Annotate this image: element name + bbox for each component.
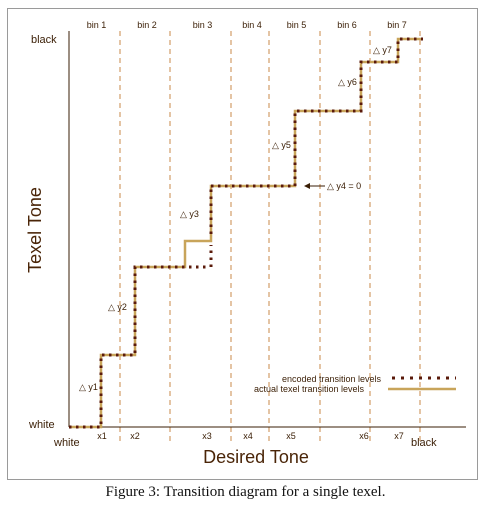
y-axis-title: Texel Tone [25, 187, 45, 273]
x-right-label: black [411, 437, 437, 449]
bin-label: bin 2 [137, 20, 157, 30]
delta-y1-label: △ y1 [79, 382, 98, 392]
y-bottom-label: white [28, 419, 55, 431]
bin-label: bin 4 [242, 20, 262, 30]
bin-label: bin 1 [87, 20, 107, 30]
legend-actual-label: actual texel transition levels [254, 384, 365, 394]
transition-diagram: bin 1 bin 2 bin 3 bin 4 bin 5 bin 6 bin 7 x1 x2… [25, 20, 466, 467]
delta-y6-label: △ y6 [338, 77, 357, 87]
encoded-transition-curve [69, 265, 208, 429]
delta-y2-label: △ y2 [108, 302, 127, 312]
figure-frame: bin 1 bin 2 bin 3 bin 4 bin 5 bin 6 bin 7 x1 x2… [7, 8, 478, 480]
bin-label: bin 5 [287, 20, 307, 30]
x-tick-labels: x1 x2 x3 x4 x5 x6 x7 [97, 431, 404, 441]
x-tick-label: x7 [394, 431, 404, 441]
legend-encoded-label: encoded transition levels [282, 374, 382, 384]
delta-y4-arrowhead [304, 183, 310, 189]
x-tick-label: x2 [130, 431, 140, 441]
bin-labels: bin 1 bin 2 bin 3 bin 4 bin 5 bin 6 bin 7 [87, 20, 407, 30]
bin-label: bin 6 [337, 20, 357, 30]
delta-y5-label: △ y5 [272, 140, 291, 150]
x-tick-label: x4 [243, 431, 253, 441]
x-tick-label: x3 [202, 431, 212, 441]
figure-caption: Figure 3: Transition diagram for a singl… [105, 484, 386, 500]
x-left-label: white [53, 437, 80, 449]
delta-y3-label: △ y3 [180, 209, 199, 219]
x-tick-label: x5 [286, 431, 296, 441]
legend: encoded transition levels actual texel t… [254, 374, 456, 394]
encoded-transition-curve-upper [211, 37, 423, 188]
x-axis-title: Desired Tone [203, 447, 309, 467]
delta-y4-label: △ y4 = 0 [327, 181, 361, 191]
bin-label: bin 3 [193, 20, 213, 30]
y-top-label: black [31, 34, 57, 46]
delta-y7-label: △ y7 [373, 45, 392, 55]
x-tick-label: x6 [359, 431, 369, 441]
x-tick-label: x1 [97, 431, 107, 441]
bin-label: bin 7 [387, 20, 407, 30]
